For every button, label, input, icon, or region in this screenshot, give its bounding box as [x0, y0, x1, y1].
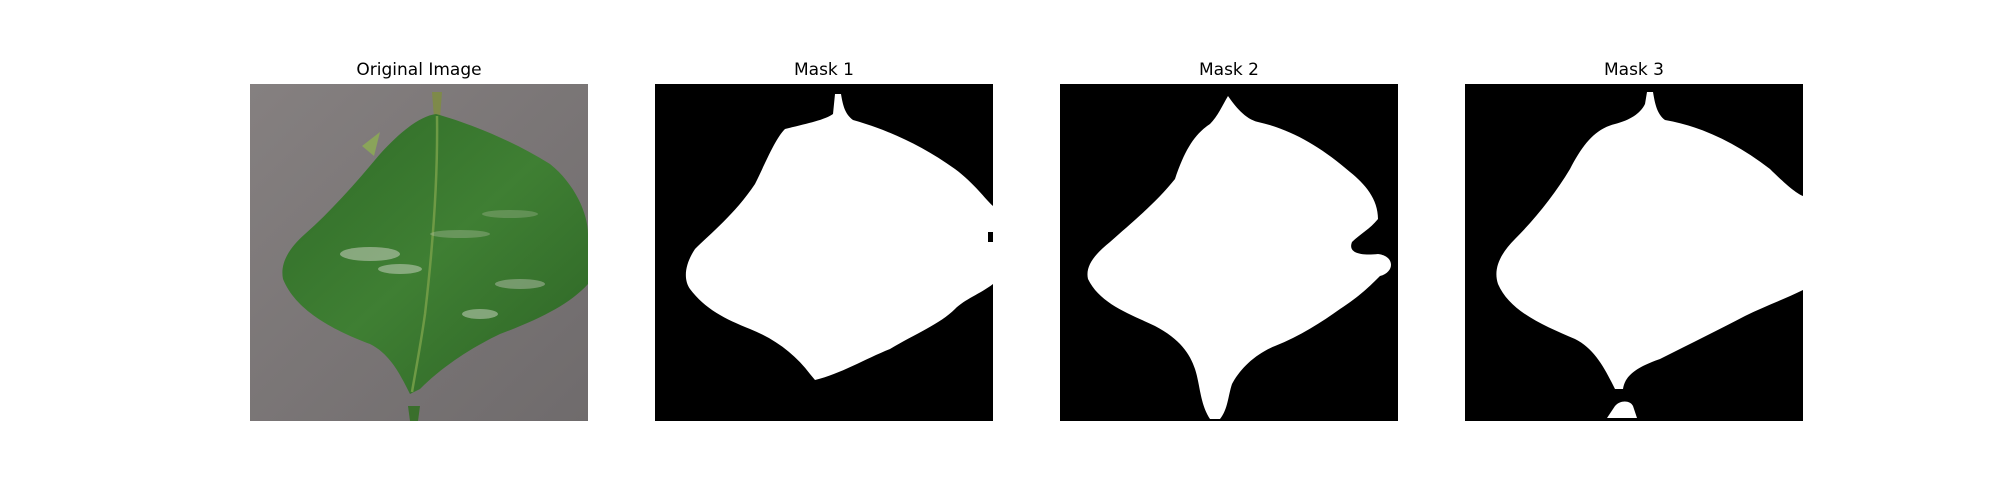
mask-3-image: [1465, 84, 1803, 421]
panel-title-mask-3: Mask 3: [1603, 60, 1664, 80]
original-image: [250, 84, 588, 421]
mask-2-shape: [1060, 84, 1398, 421]
mask-2-image: [1060, 84, 1398, 421]
panel-title-mask-1: Mask 1: [793, 60, 854, 80]
panel-title-original: Original Image: [356, 60, 482, 80]
mask-1-image: [655, 84, 993, 421]
original-leaf-photo: [250, 84, 588, 421]
mask-1-shape: [655, 84, 993, 421]
mask-3-shape: [1465, 84, 1803, 421]
panel-title-mask-2: Mask 2: [1198, 60, 1259, 80]
